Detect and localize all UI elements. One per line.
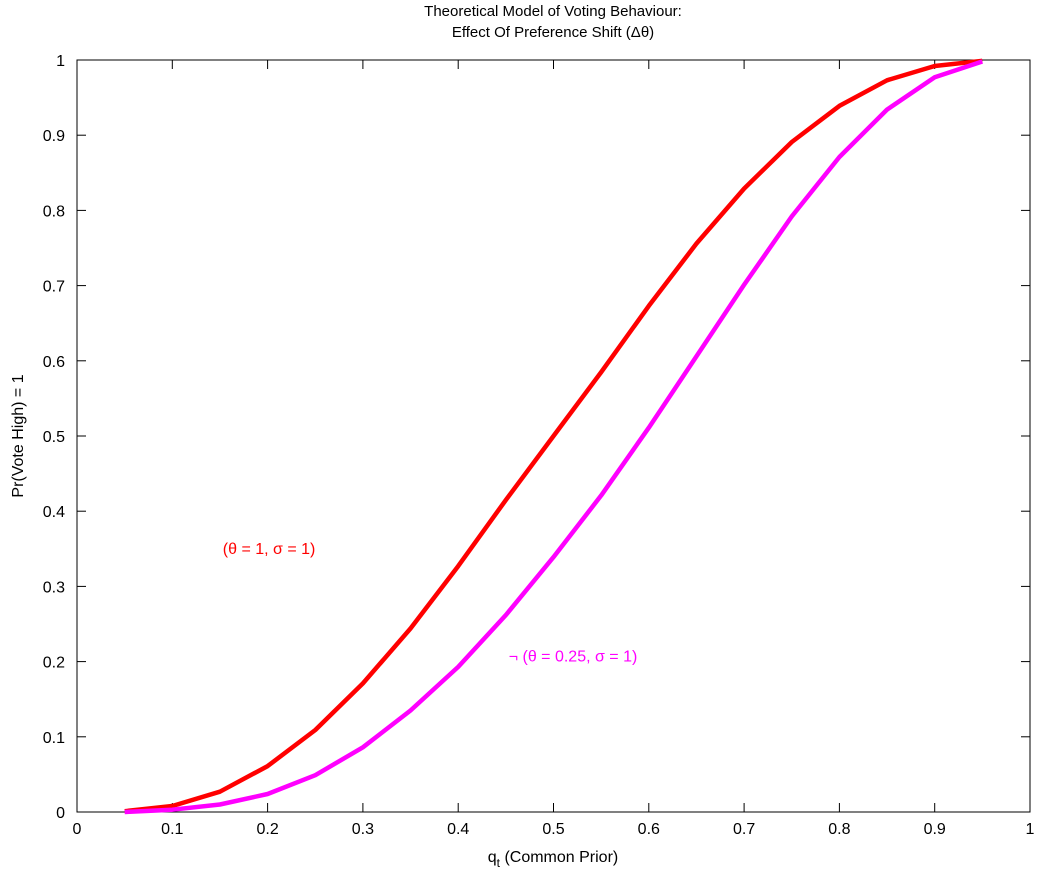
y-tick-label: 0.4 <box>43 504 65 521</box>
y-axis-label: Pr(Vote High) = 1 <box>10 374 27 497</box>
y-tick-label: 0.3 <box>43 579 65 596</box>
y-tick-label: 0.2 <box>43 655 65 672</box>
y-tick-label: 0.7 <box>43 279 65 296</box>
chart-subtitle: Effect Of Preference Shift (Δθ) <box>452 24 654 41</box>
x-axis-label-rest: (Common Prior) <box>500 849 618 866</box>
x-tick-label: 0 <box>73 821 82 838</box>
series-line-2 <box>124 59 984 815</box>
x-tick-label: 0.8 <box>828 821 850 838</box>
x-tick-label: 0.4 <box>447 821 469 838</box>
y-tick-label: 0.8 <box>43 203 65 220</box>
x-axis-label-subscript: t <box>497 856 501 870</box>
x-tick-labels: 0 0.1 0.2 0.3 0.4 0.5 0.6 0.7 0.8 0.9 1 <box>73 821 1035 838</box>
annotations: (θ = 1, σ = 1) ¬ (θ = 0.25, σ = 1) <box>223 541 638 666</box>
x-axis-label: qt (Common Prior) <box>488 849 618 870</box>
y-tick-labels: 0 0.1 0.2 0.3 0.4 0.5 0.6 0.7 0.8 0.9 1 <box>43 53 65 822</box>
x-tick-label: 0.6 <box>638 821 660 838</box>
tick-marks <box>76 59 1031 813</box>
y-tick-label: 0 <box>56 805 65 822</box>
x-tick-label: 0.2 <box>256 821 278 838</box>
x-tick-label: 0.9 <box>924 821 946 838</box>
x-tick-label: 0.7 <box>733 821 755 838</box>
x-tick-label: 0.1 <box>161 821 183 838</box>
y-tick-label: 0.1 <box>43 730 65 747</box>
series-annotation-2: ¬ (θ = 0.25, σ = 1) <box>509 649 638 666</box>
x-tick-label: 0.3 <box>352 821 374 838</box>
series-annotation-1: (θ = 1, σ = 1) <box>223 541 316 558</box>
y-tick-label: 0.6 <box>43 354 65 371</box>
y-tick-label: 0.5 <box>43 429 65 446</box>
y-tick-label: 0.9 <box>43 128 65 145</box>
x-tick-label: 0.5 <box>542 821 564 838</box>
chart-title: Theoretical Model of Voting Behaviour: <box>424 3 682 20</box>
y-tick-label: 1 <box>56 53 65 70</box>
x-axis-label-main: q <box>488 849 497 866</box>
x-tick-label: 1 <box>1026 821 1035 838</box>
series-lines <box>124 58 984 815</box>
series-line-1 <box>124 58 983 814</box>
